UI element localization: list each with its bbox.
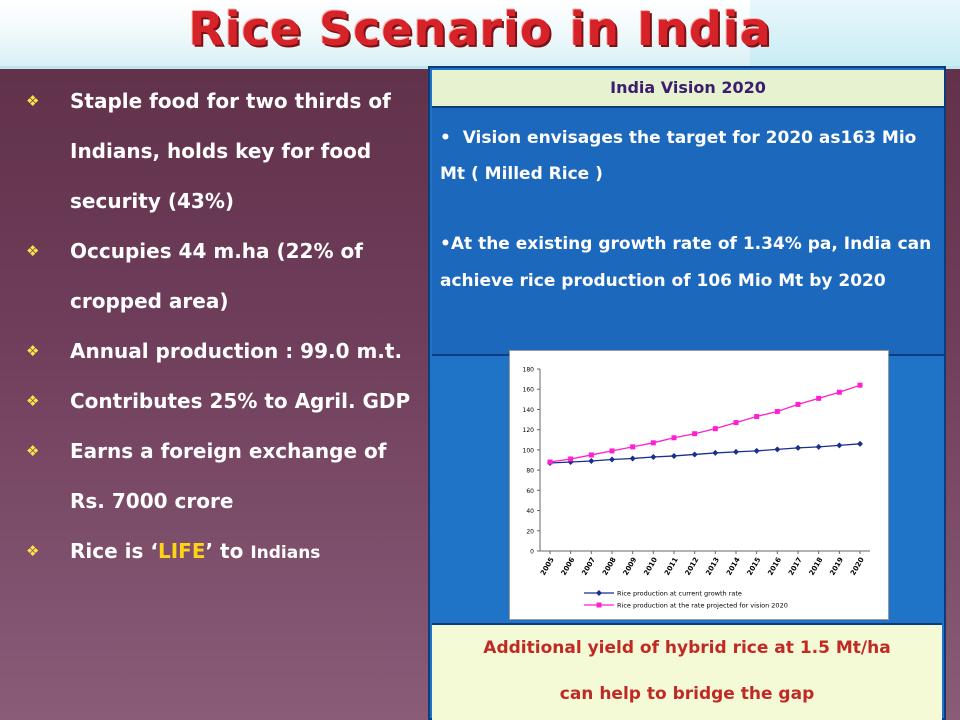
series-line [549, 443, 861, 464]
diamond-bullet-icon: ❖ [26, 342, 40, 360]
series-point [691, 451, 698, 458]
bullet-gdp: ❖ Contributes 25% to Agril. GDP [18, 376, 418, 426]
series-point [754, 414, 760, 420]
x-tick-label: 2018 [808, 556, 825, 577]
footer-line-1: Additional yield of hybrid rice at 1.5 M… [483, 638, 891, 658]
y-tick-label: 160 [523, 387, 535, 394]
series-point [774, 408, 780, 414]
legend-label: Rice production at the rate projected fo… [617, 602, 788, 610]
vision-body: • Vision envisages the target for 2020 a… [432, 108, 944, 356]
bullet-prefix: Rice is ‘ [70, 539, 158, 563]
y-tick-label: 20 [526, 528, 534, 535]
bullet-area: ❖ Occupies 44 m.ha (22% of cropped area) [18, 226, 418, 326]
vision-point-target: • Vision envisages the target for 2020 a… [440, 128, 917, 184]
bullet-text: Annual production : 99.0 m.t. [70, 339, 403, 363]
diamond-bullet-icon: ❖ [26, 92, 40, 110]
x-tick-label: 2011 [663, 556, 680, 577]
bullet-foreign-exchange: ❖ Earns a foreign exchange of Rs. 7000 c… [18, 426, 418, 526]
bullet-staple-food: ❖ Staple food for two thirds of Indians,… [18, 76, 418, 226]
bullet-text: Occupies 44 m.ha (22% of cropped area) [70, 239, 363, 313]
footer-callout: Additional yield of hybrid rice at 1.5 M… [432, 623, 942, 720]
y-tick-label: 0 [530, 549, 534, 556]
series-point [795, 401, 801, 407]
bullet-text: Staple food for two thirds of Indians, h… [70, 89, 391, 213]
bullet-suffix: ’ to [205, 539, 251, 563]
legend-marker [596, 590, 602, 596]
series-point [815, 443, 822, 450]
y-tick-label: 80 [526, 468, 534, 475]
series-point [588, 452, 594, 458]
x-tick-label: 2012 [684, 556, 701, 577]
series-point [712, 449, 719, 456]
y-tick-label: 140 [523, 407, 535, 414]
x-tick-label: 2020 [849, 556, 866, 577]
y-tick-label: 180 [523, 367, 535, 374]
vision-point-text: At the existing growth rate of 1.34% pa,… [440, 234, 932, 291]
footer-line-2: can help to bridge the gap [559, 684, 815, 704]
series-point [671, 452, 677, 459]
series-point [857, 440, 863, 447]
series-point [692, 431, 698, 437]
x-tick-label: 2015 [746, 556, 763, 577]
bullet-text: Contributes 25% to Agril. GDP [70, 389, 411, 413]
bullet-text: Earns a foreign exchange of Rs. 7000 cro… [70, 439, 387, 513]
vision-point-growth: •At the existing growth rate of 1.34% pa… [440, 234, 932, 291]
series-point [795, 444, 801, 451]
series-point [816, 395, 822, 401]
y-tick-label: 60 [526, 488, 534, 495]
bullet-production: ❖ Annual production : 99.0 m.t. [18, 326, 418, 376]
series-point [547, 459, 553, 465]
x-tick-label: 2010 [642, 556, 659, 577]
series-point [733, 448, 739, 455]
vision-heading: India Vision 2020 [432, 70, 944, 108]
series-point [733, 420, 739, 426]
series-point [650, 453, 657, 460]
x-tick-label: 2014 [725, 556, 742, 577]
x-tick-label: 2009 [622, 556, 639, 577]
life-highlight: LIFE [157, 539, 206, 563]
series-point [630, 444, 636, 450]
legend-label: Rice production at current growth rate [617, 590, 742, 598]
diamond-bullet-icon: ❖ [26, 442, 40, 460]
x-tick-label: 2019 [828, 556, 845, 577]
series-point [568, 456, 574, 462]
diamond-bullet-icon: ❖ [26, 242, 40, 260]
series-point [609, 448, 615, 454]
series-line [549, 384, 861, 463]
slide-title: Rice Scenario in India [188, 2, 772, 56]
diamond-bullet-icon: ❖ [26, 392, 40, 410]
title-bar-accent [750, 0, 960, 66]
series-point [836, 389, 842, 395]
series-point [712, 426, 718, 432]
diamond-bullet-icon: ❖ [26, 542, 40, 560]
series-point [753, 447, 760, 454]
x-tick-label: 2017 [787, 556, 804, 577]
y-tick-label: 100 [523, 447, 535, 454]
production-chart-svg: 0 20 40 60 80 100 120 140 160 180 2005 2006 2007 2008… [523, 367, 870, 610]
bullet-rice-is-life: ❖ Rice is ‘LIFE’ to Indians [18, 526, 418, 578]
series-point [836, 442, 843, 449]
x-tick-label: 2008 [601, 556, 618, 577]
bullet-small-text: Indians [250, 543, 321, 563]
vision-point-text: Vision envisages the target for 2020 as1… [440, 128, 917, 184]
production-chart: 0 20 40 60 80 100 120 140 160 180 2005 2006 2007 2008… [509, 350, 889, 620]
series-point [588, 458, 595, 465]
y-tick-label: 40 [526, 508, 534, 515]
series-point [629, 455, 636, 462]
series-point [609, 456, 615, 463]
x-tick-label: 2005 [539, 556, 556, 577]
x-tick-label: 2016 [766, 556, 783, 577]
series-point [650, 440, 656, 446]
x-tick-label: 2013 [704, 556, 721, 577]
x-tick-label: 2006 [560, 556, 577, 577]
left-bullet-list: ❖ Staple food for two thirds of Indians,… [18, 76, 418, 578]
series-point [774, 446, 781, 453]
legend-marker [596, 602, 602, 608]
series-point [857, 382, 863, 388]
series-point [671, 435, 677, 441]
y-tick-label: 120 [523, 427, 535, 434]
x-tick-label: 2007 [580, 556, 597, 577]
